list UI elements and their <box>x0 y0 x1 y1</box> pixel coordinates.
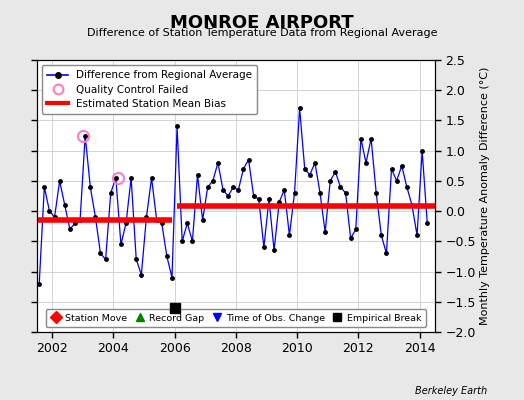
Text: Berkeley Earth: Berkeley Earth <box>415 386 487 396</box>
Text: Difference of Station Temperature Data from Regional Average: Difference of Station Temperature Data f… <box>87 28 437 38</box>
Text: MONROE AIRPORT: MONROE AIRPORT <box>170 14 354 32</box>
Legend: Station Move, Record Gap, Time of Obs. Change, Empirical Break: Station Move, Record Gap, Time of Obs. C… <box>46 309 426 327</box>
Y-axis label: Monthly Temperature Anomaly Difference (°C): Monthly Temperature Anomaly Difference (… <box>480 67 490 325</box>
